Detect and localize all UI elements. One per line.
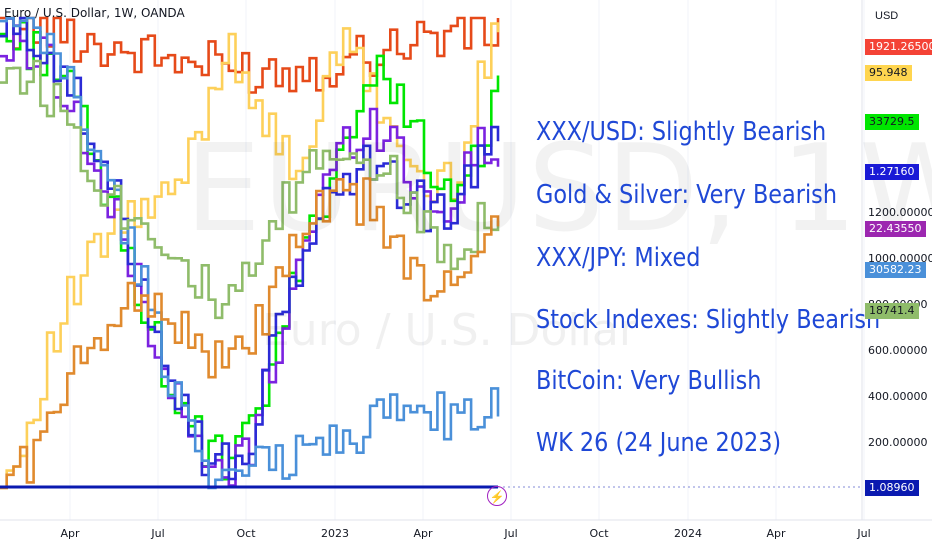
series-line bbox=[0, 16, 500, 481]
series-line bbox=[0, 16, 500, 490]
symbol-watermark-subtitle: Euro / U.S. Dollar bbox=[262, 305, 637, 356]
price-tick: 1200.00000 bbox=[868, 206, 932, 219]
annotation-stock-indexes: Stock Indexes: Slightly Bearish bbox=[536, 305, 881, 335]
symbol-title: Euro / U.S. Dollar, 1W, OANDA bbox=[4, 6, 185, 20]
series-line bbox=[0, 177, 500, 490]
annotation-week: WK 26 (24 June 2023) bbox=[536, 428, 782, 458]
price-badge-olive: 18741.4 bbox=[865, 303, 919, 319]
price-badge-light-blue: 30582.23 bbox=[865, 262, 926, 278]
time-tick: Oct bbox=[236, 527, 256, 540]
annotation-xxx-usd: XXX/USD: Slightly Bearish bbox=[536, 117, 827, 147]
price-tick: 600.00000 bbox=[868, 344, 928, 357]
time-tick: Apr bbox=[766, 527, 786, 540]
time-tick: Jul bbox=[504, 527, 518, 540]
series-line bbox=[0, 22, 500, 490]
price-badge-green: 33729.5 bbox=[865, 114, 919, 130]
series-line bbox=[0, 20, 500, 481]
annotation-xxx-jpy: XXX/JPY: Mixed bbox=[536, 243, 701, 273]
price-tick: 1000.00000 bbox=[868, 252, 932, 265]
time-tick: Jul bbox=[857, 527, 871, 540]
price-badge-yellow: 95.948 bbox=[865, 65, 912, 81]
symbol-watermark: EURUSD, 1W bbox=[185, 120, 932, 259]
time-tick: Apr bbox=[413, 527, 433, 540]
price-tick: 200.00000 bbox=[868, 436, 928, 449]
price-badge-navy: 1.08960 bbox=[865, 480, 919, 496]
lightning-icon[interactable]: ⚡ bbox=[487, 486, 507, 506]
time-tick: 2023 bbox=[321, 527, 349, 540]
time-tick: 2024 bbox=[674, 527, 702, 540]
time-tick: Oct bbox=[589, 527, 609, 540]
price-tick: 400.00000 bbox=[868, 390, 928, 403]
price-axis-currency[interactable]: USD bbox=[875, 10, 899, 22]
annotation-gold-silver: Gold & Silver: Very Bearish bbox=[536, 180, 837, 210]
price-badge-red: 1921.26500 bbox=[865, 39, 932, 55]
annotation-bitcoin: BitCoin: Very Bullish bbox=[536, 366, 762, 396]
price-badge-purple: 22.43550 bbox=[865, 221, 926, 237]
time-tick: Jul bbox=[151, 527, 165, 540]
time-tick: Apr bbox=[60, 527, 80, 540]
series-line bbox=[0, 59, 500, 320]
price-badge-blue: 1.27160 bbox=[865, 164, 919, 180]
